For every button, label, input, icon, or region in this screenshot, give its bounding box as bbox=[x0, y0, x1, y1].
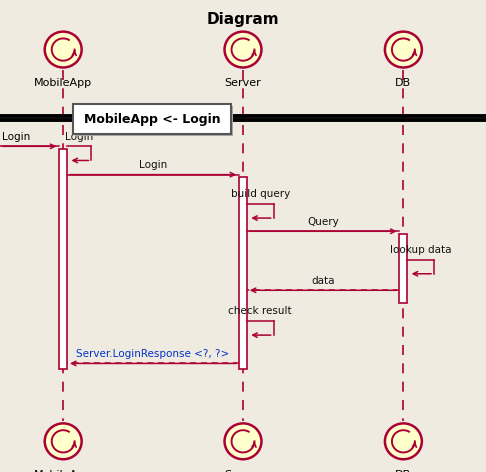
Text: Server: Server bbox=[225, 78, 261, 88]
Circle shape bbox=[45, 32, 82, 67]
Text: lookup data: lookup data bbox=[390, 245, 451, 255]
Text: DB: DB bbox=[395, 470, 412, 472]
Text: Server.LoginResponse <?, ?>: Server.LoginResponse <?, ?> bbox=[76, 349, 230, 359]
Text: Query: Query bbox=[307, 217, 339, 227]
Bar bbox=[239, 177, 247, 369]
Bar bbox=[59, 149, 67, 369]
Text: Login: Login bbox=[139, 160, 167, 170]
Text: DB: DB bbox=[395, 78, 412, 88]
Circle shape bbox=[225, 423, 261, 459]
Circle shape bbox=[385, 423, 422, 459]
Text: Login: Login bbox=[65, 132, 93, 142]
Text: Server: Server bbox=[225, 470, 261, 472]
FancyBboxPatch shape bbox=[73, 104, 231, 135]
Text: MobileApp: MobileApp bbox=[34, 470, 92, 472]
Circle shape bbox=[45, 423, 82, 459]
Text: MobileApp: MobileApp bbox=[34, 78, 92, 88]
Text: Login: Login bbox=[2, 132, 31, 142]
Text: MobileApp <- Login: MobileApp <- Login bbox=[84, 112, 220, 126]
Circle shape bbox=[385, 32, 422, 67]
Text: check result: check result bbox=[228, 306, 292, 316]
Circle shape bbox=[225, 32, 261, 67]
Bar bbox=[399, 234, 407, 303]
FancyBboxPatch shape bbox=[75, 106, 233, 136]
Text: Diagram: Diagram bbox=[207, 12, 279, 27]
Text: build query: build query bbox=[231, 189, 290, 199]
Text: data: data bbox=[312, 276, 335, 286]
